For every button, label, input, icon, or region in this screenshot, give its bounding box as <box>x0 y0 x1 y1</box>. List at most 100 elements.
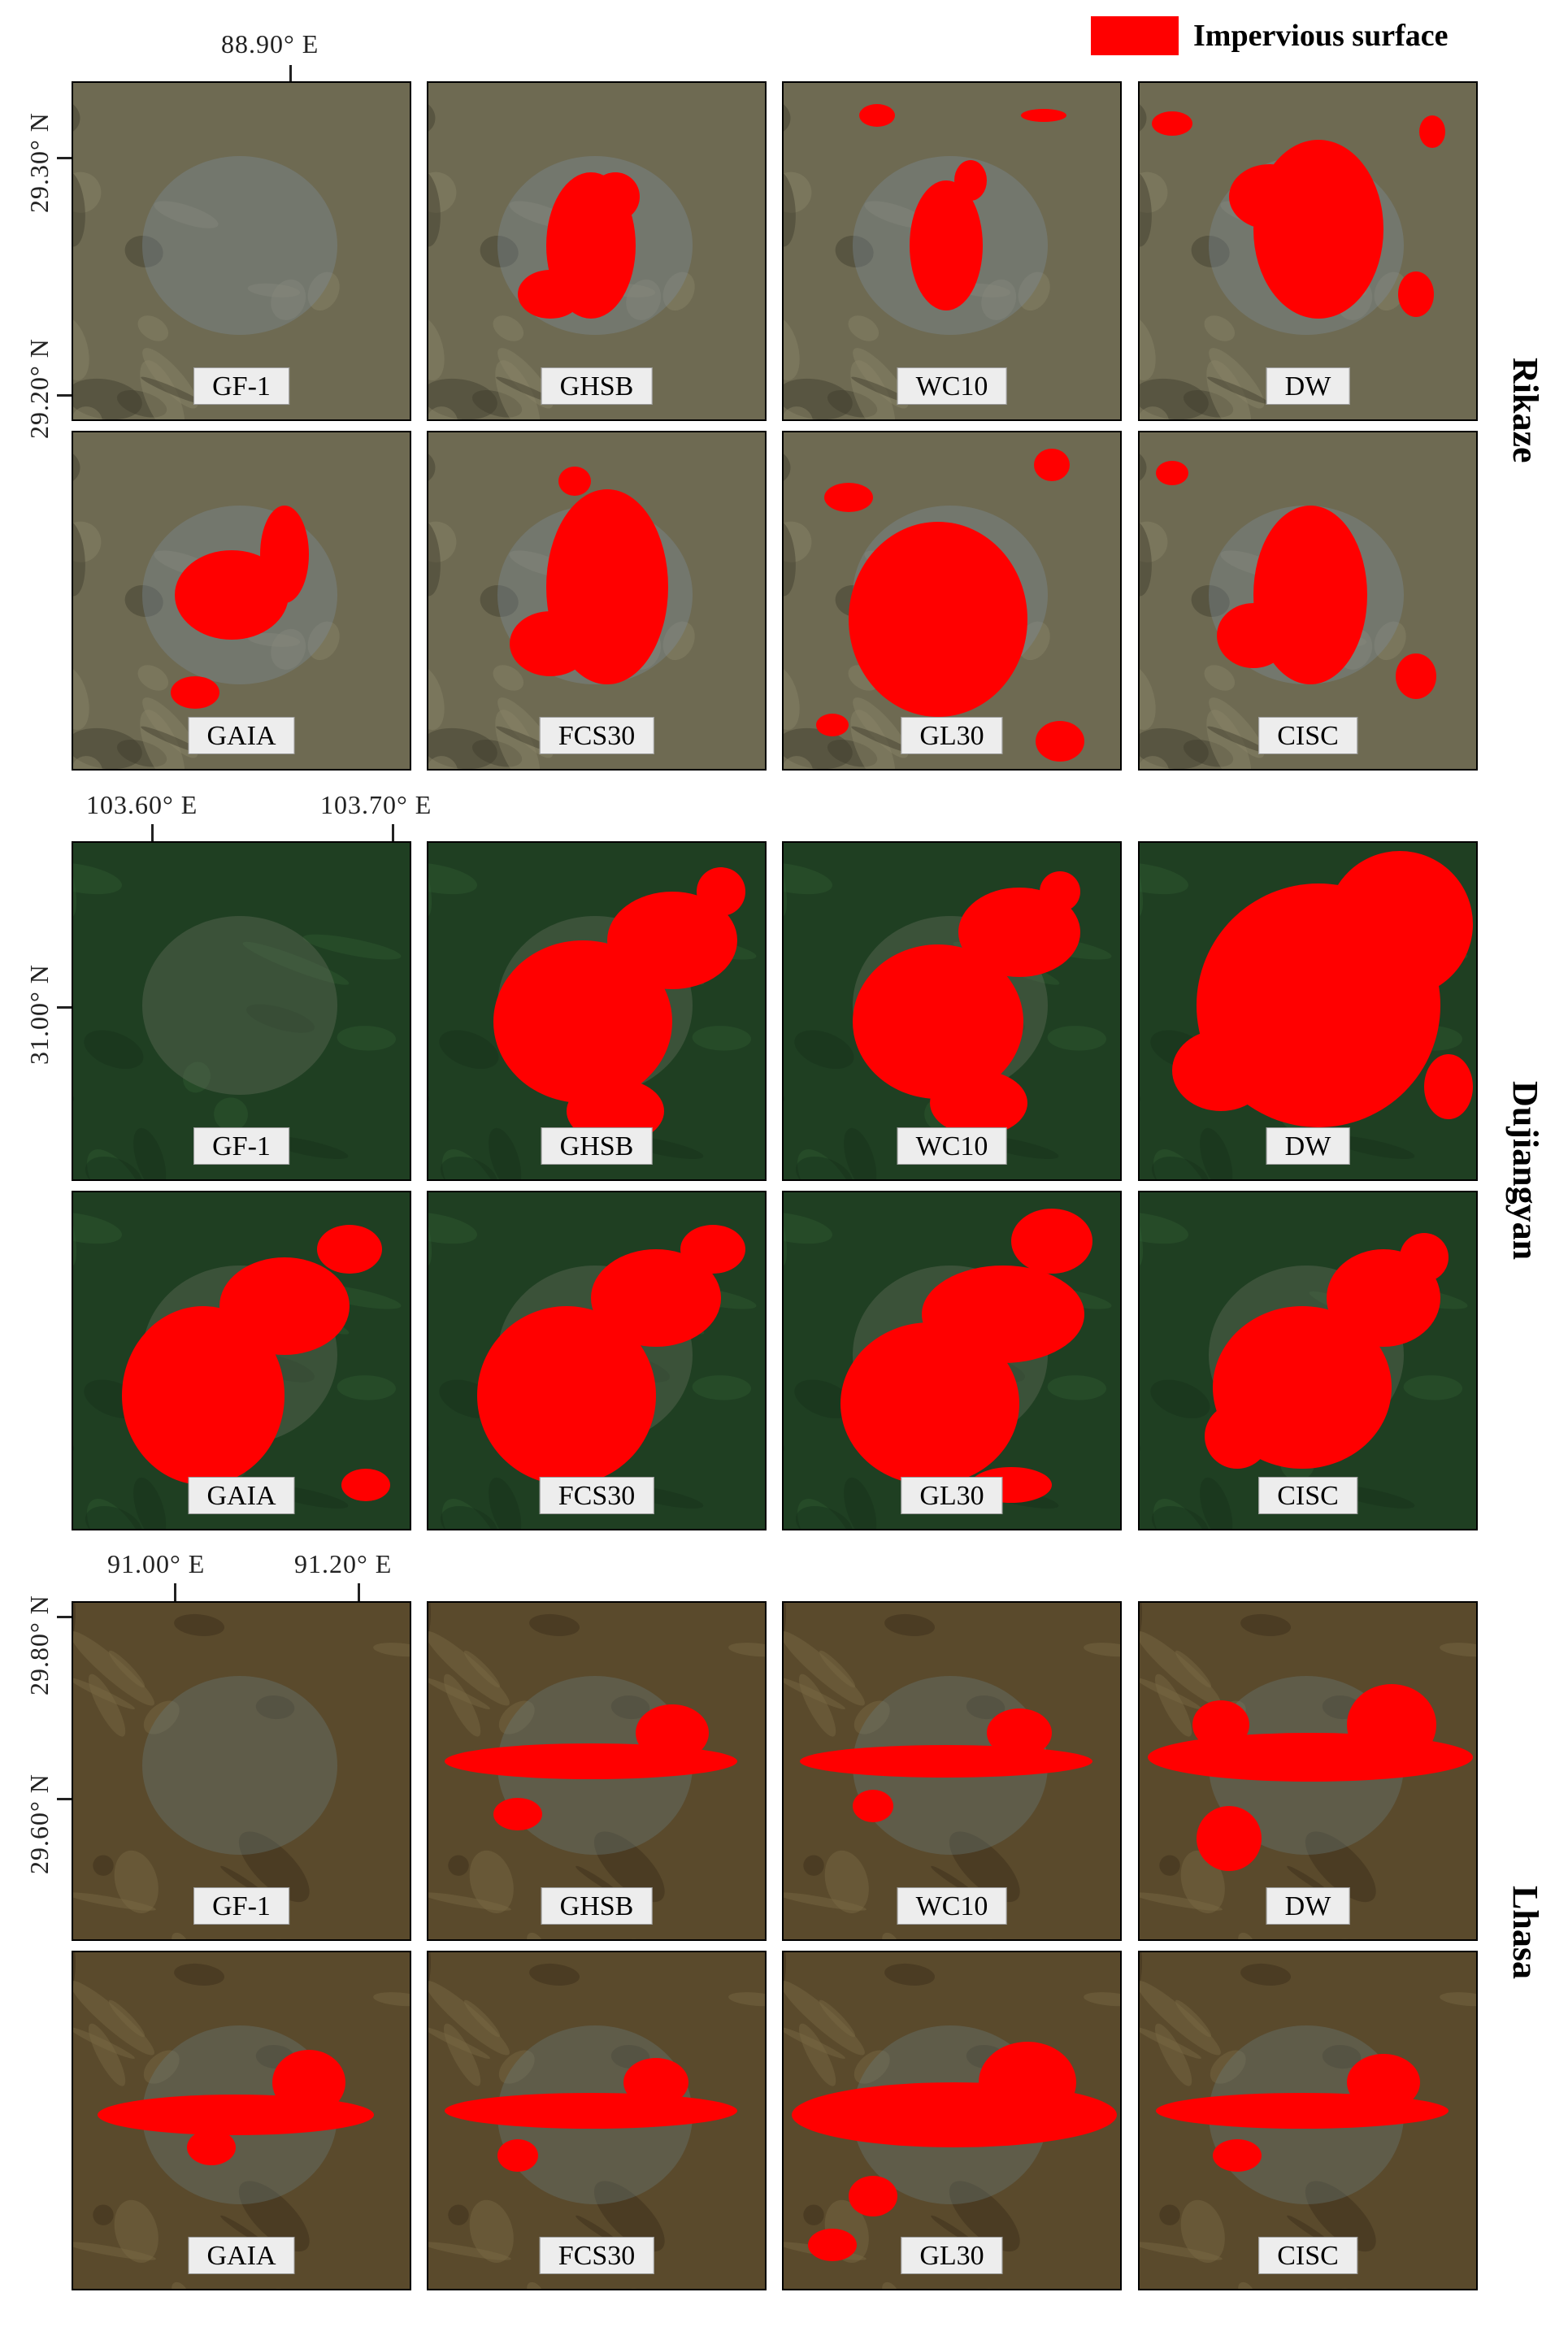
impervious-patch <box>171 676 219 709</box>
lon-label: 91.20° E <box>294 1549 393 1578</box>
dataset-label: GF-1 <box>193 1127 289 1165</box>
impervious-patch <box>1040 871 1080 912</box>
impervious-patch <box>958 888 1080 977</box>
map-panel-rikaze-dw: DW <box>1138 81 1478 421</box>
legend: Impervious surface <box>1091 16 1448 55</box>
impervious-patch <box>1205 1404 1270 1469</box>
impervious-patch <box>272 2050 345 2115</box>
map-panel-dujiangyan-fcs30: FCS30 <box>427 1191 767 1530</box>
impervious-patch <box>1419 115 1445 148</box>
satellite-image <box>784 83 1120 419</box>
impervious-patch <box>824 483 873 512</box>
map-panel-lhasa-gl30: GL30 <box>782 1951 1122 2290</box>
dataset-label: FCS30 <box>539 1477 654 1514</box>
impervious-patch <box>853 1790 893 1822</box>
satellite-image <box>428 1952 765 2289</box>
impervious-patch <box>260 506 309 603</box>
city-label-dujiangyan: Dujiangyan <box>1505 1081 1545 1261</box>
dataset-label: CISC <box>1258 2237 1357 2274</box>
impervious-patch <box>1347 1684 1436 1765</box>
impervious-patch <box>800 1745 1092 1778</box>
impervious-patch <box>680 1225 745 1274</box>
map-panel-rikaze-gl30: GL30 <box>782 431 1122 771</box>
legend-swatch <box>1091 16 1179 55</box>
lon-label: 88.90° E <box>221 29 319 59</box>
impervious-patch <box>808 2229 857 2261</box>
impervious-patch <box>317 1225 382 1274</box>
lat-label: 29.30° N <box>24 112 54 213</box>
dataset-label: CISC <box>1258 1477 1357 1514</box>
lon-label: 91.00° E <box>107 1549 206 1578</box>
satellite-image <box>1140 432 1476 769</box>
dataset-label: GHSB <box>541 1127 653 1165</box>
impervious-patch <box>445 2093 737 2129</box>
satellite-image <box>73 83 410 419</box>
lat-tick <box>57 1006 72 1009</box>
impervious-patch <box>1327 851 1473 997</box>
impervious-patch <box>987 1708 1052 1757</box>
lat-label: 29.20° N <box>24 338 54 439</box>
impervious-patch <box>591 1249 721 1347</box>
satellite-image <box>428 1192 765 1529</box>
impervious-patch <box>1011 1209 1092 1274</box>
lat-tick <box>57 1798 72 1800</box>
impervious-patch <box>175 550 289 640</box>
impervious-patch <box>1021 109 1066 122</box>
impervious-patch <box>493 1798 542 1830</box>
map-panel-rikaze-wc10: WC10 <box>782 81 1122 421</box>
satellite-image <box>73 432 410 769</box>
satellite-image <box>73 1192 410 1529</box>
dataset-label: GF-1 <box>193 367 289 405</box>
impervious-patch <box>1424 1054 1473 1119</box>
satellite-image <box>73 843 410 1179</box>
dataset-label: GL30 <box>901 717 1003 754</box>
impervious-patch <box>849 2176 897 2216</box>
map-panel-dujiangyan-gf-1: GF-1 <box>72 841 411 1181</box>
lon-tick <box>392 824 394 842</box>
dataset-label: WC10 <box>897 367 1007 405</box>
satellite-image <box>784 1952 1120 2289</box>
impervious-patch <box>954 160 987 201</box>
impervious-patch <box>341 1469 390 1501</box>
map-panel-dujiangyan-gaia: GAIA <box>72 1191 411 1530</box>
legend-label: Impervious surface <box>1193 19 1449 53</box>
map-panel-rikaze-cisc: CISC <box>1138 431 1478 771</box>
lon-tick <box>174 1583 176 1601</box>
impervious-patch <box>219 1257 350 1355</box>
dataset-label: GAIA <box>188 717 295 754</box>
impervious-patch <box>1396 653 1436 699</box>
map-panel-dujiangyan-dw: DW <box>1138 841 1478 1181</box>
impervious-patch <box>187 2129 236 2165</box>
impervious-patch <box>1400 1233 1449 1282</box>
dataset-label: GL30 <box>901 2237 1003 2274</box>
dataset-label: GAIA <box>188 2237 295 2274</box>
satellite-image <box>428 1603 765 1939</box>
impervious-patch <box>1172 1030 1270 1111</box>
satellite-image <box>1140 843 1476 1179</box>
map-panel-rikaze-gf-1: GF-1 <box>72 81 411 421</box>
impervious-patch <box>122 1306 284 1485</box>
impervious-patch <box>1156 461 1188 485</box>
dataset-label: CISC <box>1258 717 1357 754</box>
map-panel-rikaze-gaia: GAIA <box>72 431 411 771</box>
impervious-patch <box>697 867 745 916</box>
impervious-patch <box>816 714 849 736</box>
impervious-patch <box>1229 164 1310 229</box>
dataset-label: DW <box>1266 1127 1350 1165</box>
impervious-patch <box>1036 721 1084 762</box>
satellite-image <box>73 1603 410 1939</box>
satellite-image <box>1140 1952 1476 2289</box>
impervious-patch <box>1192 1700 1249 1749</box>
impervious-patch <box>510 611 591 676</box>
dataset-label: GAIA <box>188 1477 295 1514</box>
impervious-patch <box>558 467 591 496</box>
satellite-image <box>428 83 765 419</box>
impervious-patch <box>1034 449 1070 481</box>
impervious-patch <box>1197 1806 1262 1871</box>
dataset-label: WC10 <box>897 1887 1007 1925</box>
lon-tick <box>151 824 154 842</box>
impervious-patch <box>840 1322 1019 1485</box>
city-label-lhasa: Lhasa <box>1505 1886 1545 1979</box>
map-panel-lhasa-dw: DW <box>1138 1601 1478 1941</box>
lat-tick <box>57 1616 72 1618</box>
